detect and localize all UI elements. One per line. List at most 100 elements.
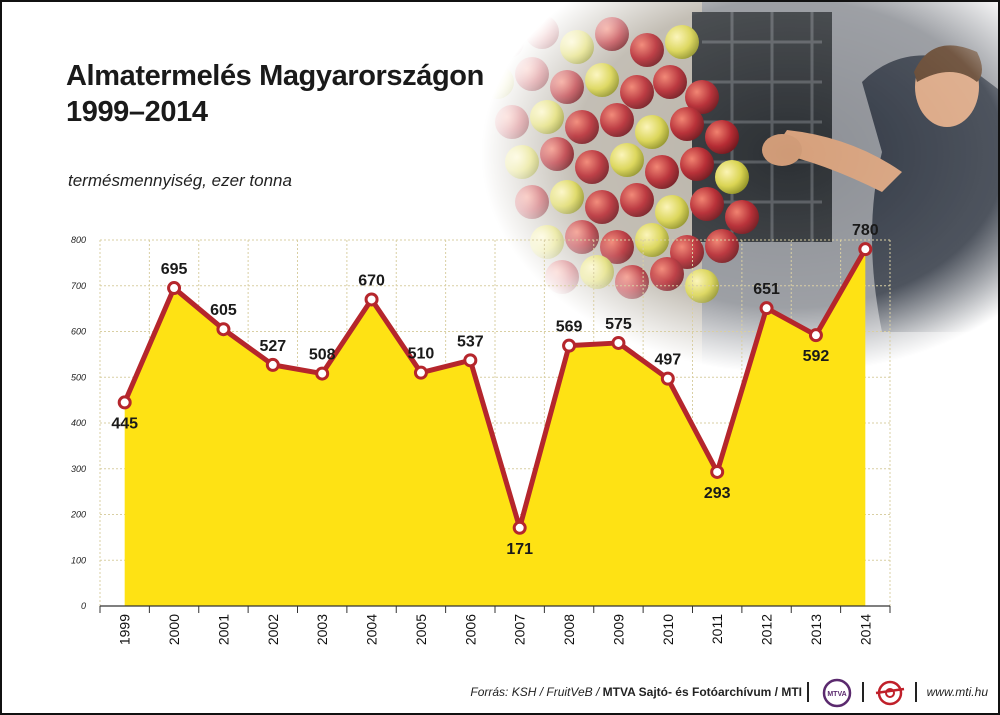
apple-photo-element — [620, 183, 654, 217]
apple-photo-element — [715, 160, 749, 194]
y-tick-label: 500 — [71, 372, 86, 382]
data-label: 497 — [654, 352, 681, 369]
website-link[interactable]: www.mti.hu — [926, 685, 988, 699]
x-tick-label: 2014 — [857, 614, 873, 645]
x-tick-label: 2002 — [265, 614, 281, 645]
source-bold: MTVA Sajtó- és Fotóarchívum / MTI — [602, 685, 802, 699]
x-tick-label: 2011 — [709, 614, 725, 644]
chart-title-line1: Almatermelés Magyarországon — [66, 60, 484, 92]
mtva-logo: MTVA — [822, 678, 852, 708]
apple-photo-element — [550, 180, 584, 214]
x-tick-label: 2010 — [660, 614, 676, 645]
data-label: 445 — [111, 415, 138, 432]
y-tick-label: 0 — [81, 601, 86, 611]
apple-photo-element — [665, 25, 699, 59]
data-labels: 445 695 605 527 508 670 510 537 171 569 575 497 293 6… — [111, 222, 878, 558]
data-label: 605 — [210, 302, 237, 319]
apple-photo-element — [705, 120, 739, 154]
apple-photo-element — [550, 70, 584, 104]
apple-photo-element — [645, 155, 679, 189]
x-tick-label: 2013 — [808, 614, 824, 645]
data-point-marker — [858, 242, 873, 257]
data-label: 527 — [259, 338, 286, 355]
data-point-marker — [710, 464, 725, 479]
apple-photo-element — [725, 200, 759, 234]
data-label: 695 — [161, 261, 188, 278]
data-markers — [117, 242, 873, 535]
separator — [915, 682, 917, 702]
apple-photo-element — [650, 257, 684, 291]
x-tick-label: 2000 — [166, 614, 182, 645]
apple-photo-element — [495, 105, 529, 139]
apple-photo-element — [505, 145, 539, 179]
apple-photo-element — [530, 100, 564, 134]
data-label: 537 — [457, 333, 484, 350]
apple-photo-element — [655, 195, 689, 229]
x-tick-label: 2009 — [610, 614, 626, 645]
chart-axes: 1999 2000 2001 2002 2003 2004 2005 2006 2007 2008… — [99, 605, 891, 645]
data-label: 575 — [605, 316, 632, 333]
apple-photo-element — [615, 265, 649, 299]
data-label: 293 — [704, 485, 731, 502]
data-label: 569 — [556, 319, 583, 336]
y-tick-label: 800 — [71, 235, 86, 245]
apple-photo-element — [610, 143, 644, 177]
apple-photo-element — [620, 75, 654, 109]
apple-photo-element — [580, 255, 614, 289]
production-line — [122, 247, 868, 531]
data-point-marker — [117, 395, 132, 410]
apple-photo-element — [630, 33, 664, 67]
apple-photo-element — [600, 103, 634, 137]
apple-photo-element — [585, 190, 619, 224]
x-tick-label: 2012 — [759, 614, 775, 645]
data-point-marker — [463, 353, 478, 368]
apple-photo-element — [670, 107, 704, 141]
y-tick-label: 400 — [71, 418, 86, 428]
y-axis-unit-label: termésmennyiség, ezer tonna — [68, 171, 292, 190]
y-tick-label: 600 — [71, 327, 86, 337]
data-label: 780 — [852, 222, 879, 239]
apple-photo-element — [565, 110, 599, 144]
y-tick-label: 300 — [71, 464, 86, 474]
chart-title-line2: 1999–2014 — [66, 96, 208, 128]
x-tick-label: 2004 — [364, 614, 380, 645]
apple-photo-element — [680, 147, 714, 181]
data-point-marker — [660, 371, 675, 386]
data-point-marker — [512, 520, 527, 535]
mtva-logo-text: MTVA — [827, 691, 846, 698]
apple-photo-element — [575, 150, 609, 184]
separator — [807, 682, 809, 702]
data-point-marker — [759, 301, 774, 316]
apple-photo-element — [480, 65, 514, 99]
apple-photo-element — [635, 115, 669, 149]
data-point-marker — [413, 365, 428, 380]
data-label: 510 — [408, 346, 435, 363]
x-tick-label: 2008 — [561, 614, 577, 645]
apple-photo-element — [690, 187, 724, 221]
data-point-marker — [216, 322, 231, 337]
apple-photo-element — [585, 63, 619, 97]
separator — [862, 682, 864, 702]
apple-photo-element — [530, 225, 564, 259]
apple-photo-element — [515, 185, 549, 219]
y-tick-label: 700 — [71, 281, 86, 291]
data-point-marker — [364, 292, 379, 307]
apple-photo-element — [600, 230, 634, 264]
source-credit: Forrás: KSH / FruitVeB / MTVA Sajtó- és … — [470, 685, 802, 699]
data-label: 171 — [506, 541, 533, 558]
data-label: 670 — [358, 272, 385, 289]
x-tick-label: 2007 — [512, 614, 528, 645]
x-tick-label: 2001 — [215, 614, 231, 645]
apple-photo-element — [670, 235, 704, 269]
data-point-marker — [611, 335, 626, 350]
apple-photo-element — [560, 30, 594, 64]
x-tick-label: 1999 — [117, 614, 133, 645]
data-point-marker — [167, 281, 182, 296]
mti-logo — [875, 680, 905, 706]
x-tick-label: 2005 — [413, 614, 429, 645]
apple-photo-element — [653, 65, 687, 99]
data-point-marker — [315, 366, 330, 381]
production-area — [124, 249, 866, 606]
